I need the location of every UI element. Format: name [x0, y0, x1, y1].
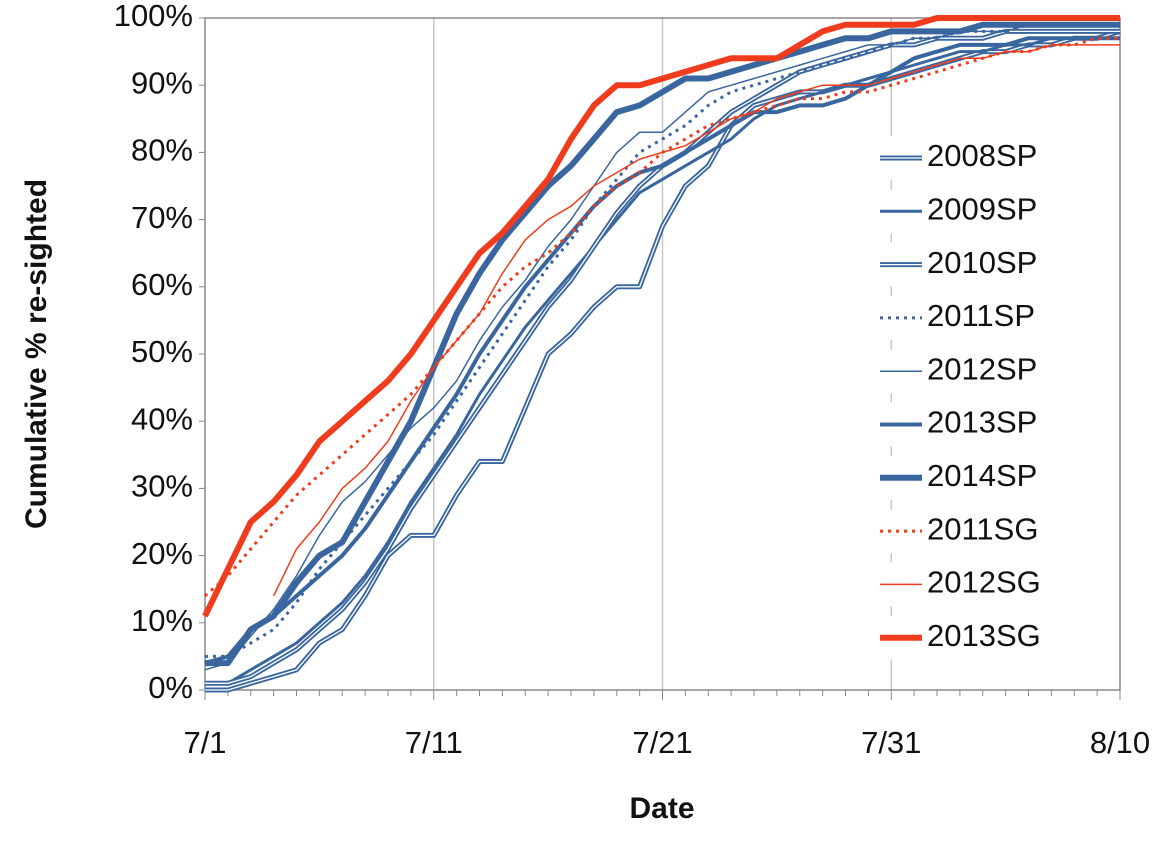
y-tick-label: 70%	[131, 200, 193, 235]
series-line	[205, 21, 1120, 667]
plot-border	[204, 17, 1121, 691]
y-tick-label: 0%	[148, 670, 193, 705]
legend-label: 2010SP	[927, 245, 1037, 280]
legend-label: 2011SP	[927, 298, 1035, 333]
legend-label: 2012SG	[927, 565, 1041, 600]
series-line	[205, 36, 1120, 685]
legend-label: 2008SP	[927, 138, 1037, 173]
legend-label: 2013SG	[927, 618, 1041, 653]
x-tick-label: 7/31	[861, 725, 921, 760]
y-tick-label: 20%	[131, 536, 193, 571]
legend-label: 2012SP	[927, 351, 1037, 386]
x-tick-label: 7/11	[405, 725, 463, 760]
y-tick-label: 30%	[131, 469, 193, 504]
y-tick-label: 50%	[131, 334, 193, 369]
legend-bg	[875, 509, 1085, 554]
legend-label: 2011SG	[927, 511, 1038, 546]
x-tick-label: 7/21	[632, 725, 692, 760]
series-line	[272, 44, 1120, 597]
legend-label: 2014SP	[927, 458, 1037, 493]
y-tick-label: 90%	[131, 65, 193, 100]
x-axis-label: Date	[629, 792, 694, 825]
y-tick-label: 80%	[131, 133, 193, 168]
y-tick-label: 40%	[131, 401, 193, 436]
y-tick-label: 60%	[131, 267, 193, 302]
legend-label: 2009SP	[927, 191, 1037, 226]
y-tick-label: 100%	[114, 0, 193, 33]
series-line	[204, 36, 1120, 666]
x-tick-label: 7/1	[183, 725, 226, 760]
x-tick-label: 8/10	[1090, 725, 1150, 760]
legend-bg	[875, 295, 1085, 340]
y-axis-label: Cumulative % re-sighted	[20, 179, 53, 529]
series-line	[202, 15, 1120, 618]
series-line-inner	[205, 30, 1121, 691]
y-tick-label: 10%	[131, 603, 193, 638]
legend-label: 2013SP	[927, 405, 1037, 440]
